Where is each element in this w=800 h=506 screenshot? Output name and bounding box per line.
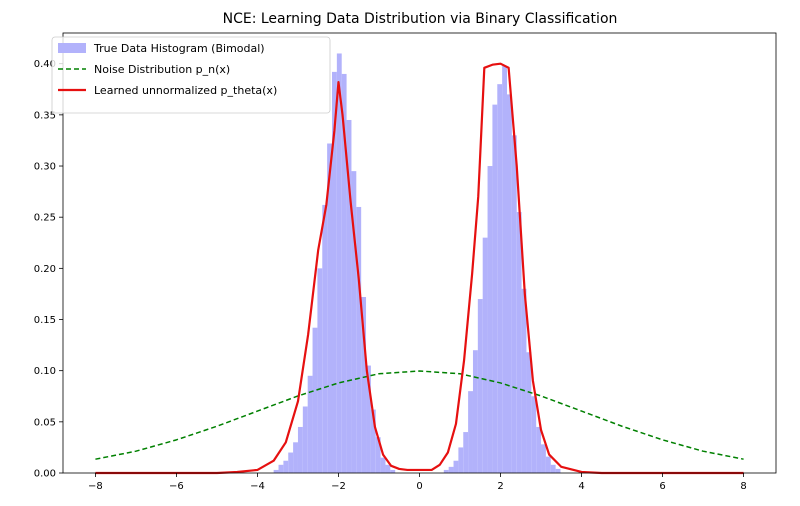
legend: True Data Histogram (Bimodal) Noise Distr… (51, 36, 331, 114)
histogram-bar-13 (336, 53, 342, 473)
histogram-bar-46 (545, 456, 551, 473)
x-tick-label: 0 (416, 481, 422, 492)
histogram-bar-5 (297, 426, 303, 473)
x-tick-label: −8 (88, 481, 103, 492)
y-tick-label: 0.00 (34, 469, 56, 480)
histogram-bar-33 (482, 237, 488, 473)
histogram-bar-41 (521, 288, 527, 473)
histogram-bar-10 (322, 204, 328, 473)
x-tick-label: −6 (169, 481, 184, 492)
histogram-bar-15 (346, 119, 352, 473)
noise-distribution-line (95, 370, 744, 460)
y-tick-label: 0.15 (34, 315, 56, 326)
histogram-bar-45 (541, 444, 546, 473)
histogram-bar-35 (492, 104, 498, 474)
histogram-bar-20 (370, 409, 376, 473)
y-tick-label: 0.30 (34, 162, 56, 173)
y-tick-label: 0.25 (34, 213, 56, 224)
histogram-bar-29 (463, 432, 469, 473)
histogram-bar-9 (317, 268, 323, 473)
legend-label: Learned unnormalized p_theta(x) (94, 84, 277, 97)
histogram-bar-43 (531, 396, 537, 473)
histogram-bar-36 (497, 84, 503, 474)
legend-label: True Data Histogram (Bimodal) (93, 42, 265, 55)
histogram-bar-24 (390, 469, 396, 473)
histogram-bar-19 (366, 365, 371, 473)
histogram-bar-40 (516, 212, 522, 473)
histogram-bar-0 (273, 469, 279, 473)
legend-box (51, 36, 331, 114)
histogram-bar-4 (293, 442, 298, 473)
histogram-bar-16 (351, 171, 357, 474)
histogram-bar-44 (536, 426, 542, 473)
histogram-bar-34 (487, 166, 493, 473)
x-tick-label: 4 (578, 481, 584, 492)
histogram-bar-22 (380, 457, 386, 473)
histogram-bar-11 (327, 143, 332, 473)
y-tick-label: 0.20 (34, 264, 56, 275)
histogram-bar-17 (356, 206, 362, 473)
histogram-bar-42 (526, 352, 532, 473)
histogram-bar-39 (511, 135, 517, 474)
legend-label: Noise Distribution p_n(x) (94, 63, 230, 76)
histogram-bar-21 (375, 437, 381, 473)
histogram-bar-47 (550, 464, 556, 473)
histogram-bar-8 (312, 327, 318, 473)
chart-title: NCE: Learning Data Distribution via Bina… (223, 11, 618, 27)
x-tick-label: 2 (497, 481, 503, 492)
histogram-bar-48 (555, 468, 561, 473)
histogram-bar-37 (502, 65, 508, 473)
histogram-bar-25 (443, 469, 449, 473)
histogram-bar-31 (472, 350, 478, 473)
x-tick-label: 6 (659, 481, 665, 492)
histogram-bar-2 (283, 460, 289, 473)
histogram-bar-23 (385, 464, 391, 473)
x-tick-label: 8 (740, 481, 746, 492)
histogram-bar-26 (448, 466, 454, 473)
y-tick-label: 0.05 (34, 417, 56, 428)
histogram-bar-6 (302, 406, 308, 473)
y-tick-label: 0.40 (34, 59, 56, 70)
histogram-bar-32 (477, 299, 483, 473)
histogram-bar-38 (507, 94, 512, 473)
histogram-bar-28 (458, 447, 464, 473)
x-tick-label: −4 (250, 481, 265, 492)
plot-area (95, 53, 744, 475)
x-tick-label: −2 (331, 481, 346, 492)
legend-swatch-histogram (58, 43, 86, 53)
histogram-bar-1 (278, 464, 284, 473)
histogram-bar-12 (331, 71, 337, 473)
y-tick-label: 0.35 (34, 110, 56, 121)
histogram-bar-14 (341, 73, 347, 473)
y-axis: 0.00 0.05 0.10 0.15 0.20 0.25 0.30 0.35 0.40 (34, 59, 63, 480)
histogram-bar-3 (288, 452, 294, 473)
histogram-bar-7 (307, 375, 313, 473)
histogram-bar-30 (468, 391, 473, 473)
histogram-bar-27 (453, 460, 459, 473)
y-tick-label: 0.10 (34, 366, 56, 377)
learned-p-theta-line (95, 62, 744, 475)
histogram-bar-18 (361, 297, 367, 473)
x-axis: −8 −6 −4 −2 0 2 4 6 8 (88, 473, 747, 492)
